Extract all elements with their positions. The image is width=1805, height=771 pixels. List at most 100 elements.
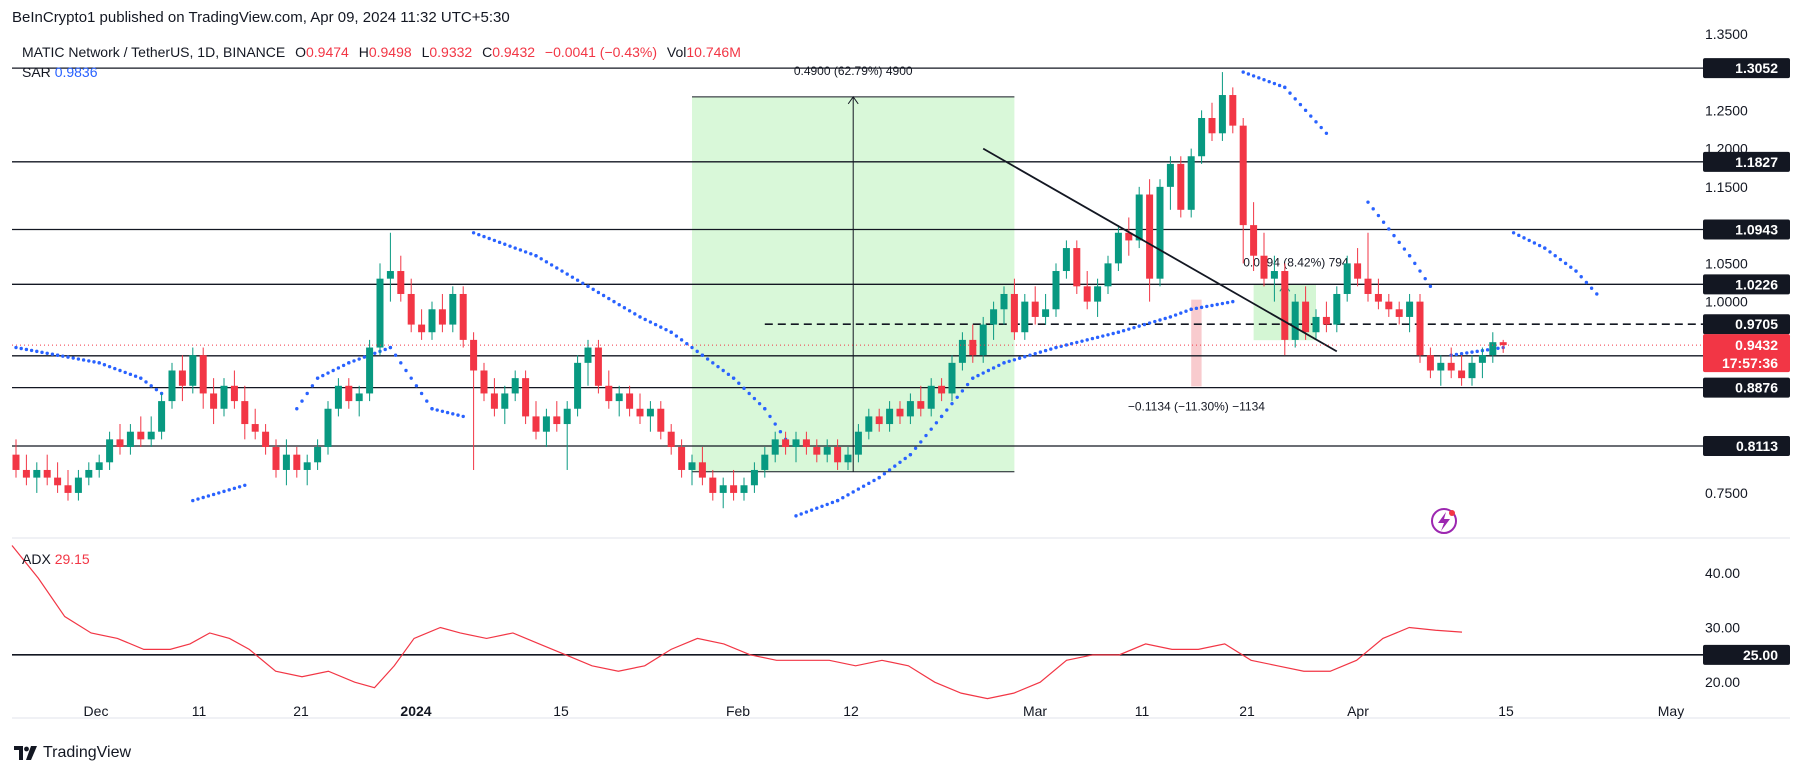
sar-dot — [1127, 327, 1131, 331]
current-price-tag-bg — [1703, 334, 1790, 373]
candle-body — [95, 462, 103, 470]
candle — [1239, 117, 1247, 264]
drop-annotation: −0.1134 (−11.30%) −1134 — [1128, 399, 1265, 413]
candle — [532, 401, 540, 440]
candle-body — [511, 378, 519, 394]
sar-dot — [1241, 70, 1245, 74]
sar-dot — [1168, 315, 1173, 319]
candle-body — [802, 439, 810, 448]
symbol-legend: MATIC Network / TetherUS, 1D, BINANCE O0… — [22, 44, 741, 60]
target-annotation: 0.0794 (8.42%) 794 — [1243, 255, 1349, 269]
sar-series — [14, 70, 1599, 518]
sar-dot — [726, 372, 731, 377]
candle-body — [865, 416, 873, 432]
candle-body — [251, 424, 259, 432]
sar-dot — [1095, 335, 1100, 340]
sar-dot — [841, 495, 845, 500]
symbol-name[interactable]: MATIC Network / TetherUS, 1D, BINANCE — [22, 44, 286, 60]
candle — [657, 401, 665, 440]
candle — [1499, 339, 1507, 353]
candle — [1478, 347, 1486, 379]
candle-body — [823, 447, 831, 455]
adx-legend[interactable]: ADX 29.15 — [22, 551, 90, 567]
candle — [1000, 286, 1008, 325]
candle — [574, 355, 582, 417]
candle — [1208, 102, 1216, 141]
sar-dot — [534, 254, 538, 258]
sar-dot — [1569, 265, 1573, 269]
sar-dot — [1257, 76, 1261, 80]
level-tag-6: 0.8876 — [1735, 380, 1778, 396]
candle-body — [667, 431, 675, 448]
sar-dot — [61, 354, 65, 358]
candle-body — [678, 447, 686, 470]
candle — [1416, 293, 1424, 363]
sar-dot — [950, 401, 954, 406]
sar-dot — [627, 309, 632, 313]
current-price-tag: 0.9432 — [1735, 337, 1778, 353]
candle — [126, 424, 134, 455]
sar-dot — [705, 357, 710, 361]
axes: 40.0030.0020.001.35001.25001.20001.15001… — [84, 26, 1748, 719]
candle-body — [1177, 163, 1185, 210]
candle-body — [813, 447, 821, 455]
sar-dot — [965, 382, 970, 387]
sar-dot — [310, 384, 315, 388]
countdown-tag: 17:57:36 — [1722, 355, 1778, 371]
candle — [553, 401, 561, 432]
time-tick-label: 15 — [1498, 703, 1514, 719]
alert-dot — [1449, 510, 1455, 516]
sar-dot — [544, 260, 549, 264]
candle-body — [522, 378, 530, 417]
candle — [605, 370, 613, 409]
candle — [1302, 286, 1310, 340]
candle-body — [782, 439, 790, 448]
candle — [886, 401, 894, 432]
candle-body — [1364, 278, 1372, 294]
candle — [1354, 248, 1362, 287]
sar-dot — [139, 376, 143, 380]
candle — [64, 469, 72, 501]
sar-legend[interactable]: SAR 0.9836 — [22, 64, 98, 80]
sar-dot — [1543, 246, 1547, 250]
sar-dot — [232, 486, 237, 491]
sar-dot — [555, 266, 559, 270]
candle-body — [470, 339, 478, 371]
candle — [1187, 148, 1195, 218]
candle-body — [314, 447, 322, 463]
sar-dot — [1407, 254, 1412, 258]
candle — [220, 378, 228, 417]
time-tick-label: Apr — [1347, 703, 1369, 719]
sar-dot — [565, 272, 569, 276]
sar-dot — [1012, 358, 1017, 362]
sar-dot — [835, 498, 840, 503]
candle-body — [906, 401, 914, 417]
sar-dot — [752, 396, 757, 401]
candle-body — [1499, 342, 1507, 346]
sar-dot — [1553, 254, 1557, 258]
sar-dot — [716, 364, 720, 369]
sar-dot — [1043, 348, 1048, 353]
sar-dot — [825, 502, 829, 507]
sar-dot — [1132, 325, 1136, 330]
sar-dot — [196, 497, 200, 501]
candle-body — [355, 393, 363, 402]
level-tag-7: 0.8113 — [1736, 438, 1778, 454]
tradingview-brand[interactable]: TradingView — [14, 744, 131, 762]
sar-dot — [336, 366, 341, 370]
sar-dot — [97, 361, 101, 365]
candle — [438, 293, 446, 333]
candle — [480, 362, 488, 402]
candle — [834, 439, 842, 470]
candle — [1010, 278, 1018, 340]
sar-dot — [955, 395, 959, 399]
sar-dot — [1413, 261, 1417, 266]
sar-dot — [643, 317, 647, 322]
sar-dot — [1537, 243, 1542, 248]
price-tick-label: 1.0500 — [1705, 255, 1748, 271]
sar-dot — [861, 484, 866, 488]
sar-dot — [633, 312, 637, 316]
sar-dot — [903, 456, 907, 461]
sar-dot — [991, 366, 996, 370]
candle-body — [771, 439, 779, 455]
